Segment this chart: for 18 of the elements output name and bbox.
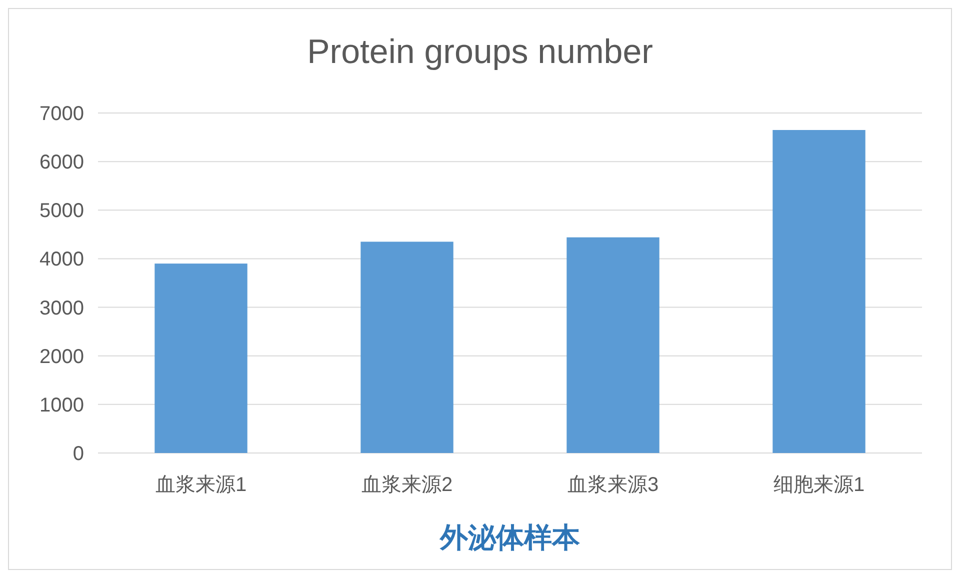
y-tick-label: 1000 <box>40 394 84 416</box>
y-tick-label: 3000 <box>40 297 84 320</box>
y-tick-label: 4000 <box>40 248 84 271</box>
bar <box>154 264 248 453</box>
y-tick-label: 2000 <box>40 346 84 368</box>
y-tick-label: 6000 <box>40 152 84 174</box>
bar <box>360 242 454 453</box>
chart-title: Protein groups number <box>307 33 653 71</box>
y-tick-label: 7000 <box>40 103 84 125</box>
y-tick-label: 0 <box>72 443 84 465</box>
x-tick-label: 血浆来源2 <box>361 474 453 496</box>
x-axis-title: 外泌体样本 <box>439 522 581 553</box>
y-tick-label: 5000 <box>40 200 84 222</box>
x-tick-label: 细胞来源1 <box>773 474 865 496</box>
x-tick-label: 血浆来源1 <box>155 474 247 496</box>
bar <box>772 130 866 453</box>
x-tick-label: 血浆来源3 <box>567 474 659 496</box>
bar <box>566 237 660 453</box>
